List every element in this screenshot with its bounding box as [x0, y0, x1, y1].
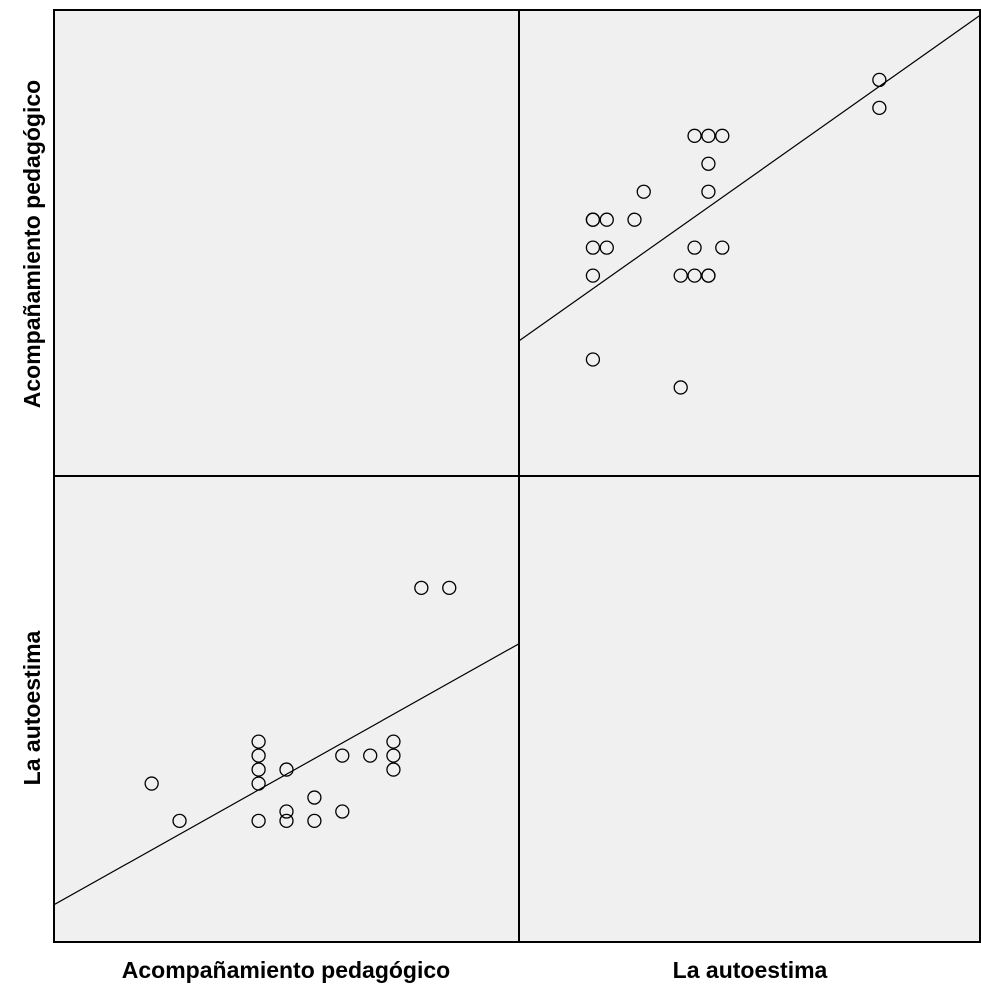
scatter-point-r1-c0-8 [251, 762, 266, 777]
scatter-point-r1-c0-3 [386, 734, 401, 749]
points-layer [144, 72, 887, 828]
scatter-point-r0-c1-21 [585, 352, 601, 367]
scatter-point-r0-c1-3 [701, 128, 716, 143]
panel-background-r0-c0 [54, 10, 519, 476]
fit-line-r0-c1 [519, 14, 981, 342]
scatter-point-r0-c1-2 [687, 128, 702, 143]
scatter-point-r1-c0-9 [279, 762, 294, 777]
scatter-point-r0-c1-17 [673, 268, 688, 283]
scatter-point-r0-c1-9 [627, 212, 642, 227]
scatter-point-r1-c0-0 [414, 580, 429, 595]
scatter-point-r0-c1-20 [701, 268, 716, 283]
panel-background-r1-c0 [54, 476, 519, 942]
y-axis-label-acompanamiento: Acompañamiento pedagógico [19, 80, 45, 408]
scatter-point-r0-c1-8 [599, 212, 614, 227]
scatter-point-r0-c1-1 [872, 100, 887, 116]
scatter-point-r1-c0-17 [251, 813, 266, 828]
scatter-point-r0-c1-15 [715, 240, 730, 255]
scatter-point-r0-c1-22 [673, 380, 688, 395]
scatter-point-r1-c0-16 [172, 813, 187, 828]
scatter-point-r1-c0-18 [279, 813, 294, 828]
y-axis-label-autoestima: La autoestima [19, 630, 45, 785]
scatter-point-r1-c0-2 [251, 734, 266, 749]
scatter-point-r0-c1-4 [715, 128, 730, 143]
panel-background-r1-c1 [519, 476, 981, 942]
scatter-point-r0-c1-13 [599, 240, 614, 255]
scatter-point-r1-c0-19 [307, 813, 322, 828]
scatter-point-r1-c0-5 [335, 748, 350, 763]
x-axis-label-acompanamiento: Acompañamiento pedagógico [122, 957, 450, 983]
scatter-point-r0-c1-14 [687, 240, 702, 255]
frame-layer [53, 9, 981, 943]
scatter-point-r1-c0-7 [386, 748, 401, 763]
panels-layer [54, 10, 981, 942]
scatter-point-r0-c1-16 [585, 268, 601, 283]
x-axis-label-autoestima: La autoestima [673, 957, 828, 983]
panel-background-r0-c1 [519, 10, 981, 476]
scatter-point-r1-c0-13 [307, 790, 322, 805]
scatter-point-r1-c0-15 [335, 804, 350, 819]
scatter-point-r1-c0-11 [144, 776, 159, 791]
scatter-point-r0-c1-7 [636, 184, 651, 199]
scatter-point-r0-c1-11 [585, 212, 601, 227]
scatter-point-r0-c1-12 [585, 240, 601, 255]
scatter-point-r1-c0-14 [279, 804, 294, 819]
scatter-point-r1-c0-1 [442, 580, 457, 595]
fit-lines-layer [54, 14, 981, 906]
scatter-point-r0-c1-18 [687, 268, 702, 283]
scatter-point-r1-c0-6 [363, 748, 378, 763]
fit-line-r1-c0 [54, 643, 519, 906]
scatter-point-r0-c1-5 [701, 156, 716, 171]
scatter-point-r0-c1-6 [701, 184, 716, 199]
scatter-point-r0-c1-0 [872, 72, 887, 88]
scatter-point-r1-c0-10 [386, 762, 401, 777]
scatter-point-r1-c0-4 [251, 748, 266, 763]
scatter-point-r1-c0-12 [251, 776, 266, 791]
